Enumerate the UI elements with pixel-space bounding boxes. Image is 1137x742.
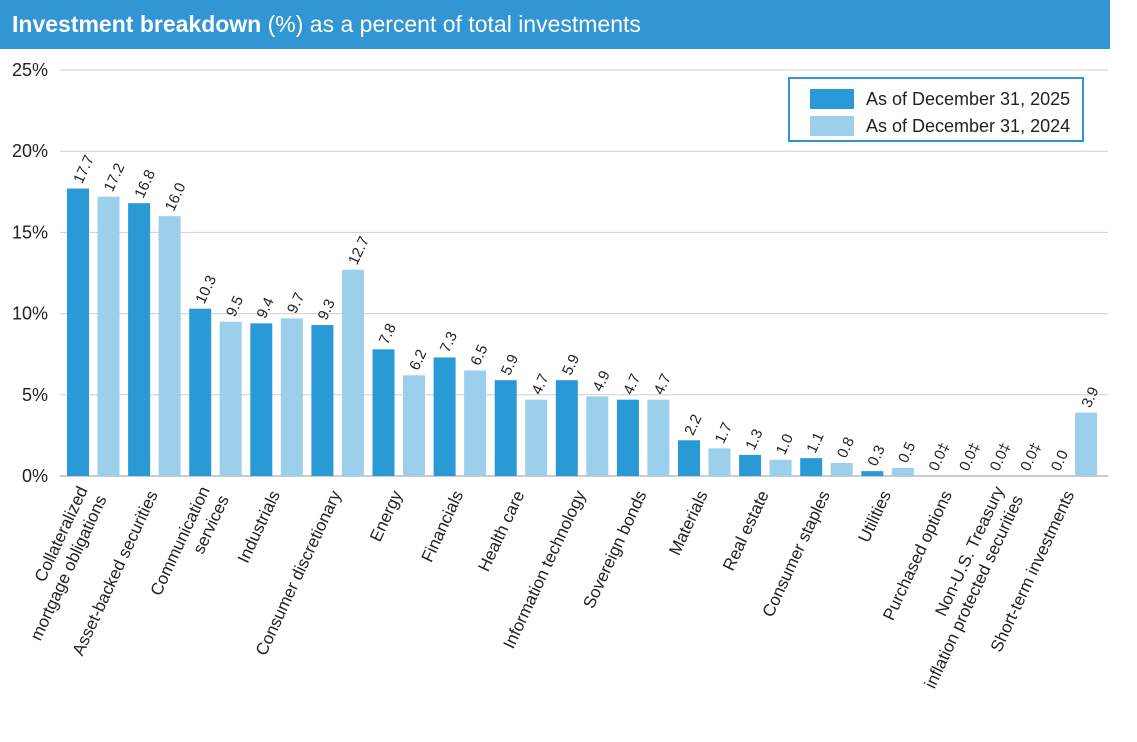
data-label: 1.7 [712, 420, 736, 446]
data-label: 1.1 [803, 430, 827, 456]
bar-2025 [494, 380, 517, 476]
y-tick-label: 0% [22, 466, 48, 486]
legend-swatch-2024 [810, 116, 854, 136]
category-label: Communicationservices [147, 483, 233, 607]
data-label: 4.7 [620, 371, 644, 397]
data-label: 0.0‡ [1017, 440, 1045, 474]
category-label: Industrials [234, 488, 284, 566]
y-tick-label: 25% [12, 60, 48, 80]
bar-2025 [800, 458, 823, 476]
bar-2024 [586, 396, 609, 476]
category-label: Consumer staples [759, 488, 834, 620]
chart-title-bold: Investment breakdown [12, 11, 262, 37]
bar-2024 [464, 370, 487, 476]
bar-2025 [616, 399, 639, 476]
data-label: 9.7 [284, 290, 308, 316]
legend-swatch-2025 [810, 89, 854, 109]
data-label: 16.8 [131, 167, 159, 201]
bar-2024 [341, 269, 364, 476]
bar-2025 [372, 349, 395, 476]
category-label: Financials [418, 488, 468, 565]
data-label: 5.9 [559, 352, 583, 378]
bar-2024 [97, 196, 120, 476]
data-label: 12.7 [345, 234, 373, 268]
bar-2025 [189, 308, 212, 476]
chart-legend: As of December 31, 2025 As of December 3… [788, 77, 1084, 142]
bar-2025 [250, 323, 273, 476]
category-label: Health care [474, 488, 528, 575]
bar-2025 [311, 324, 334, 476]
data-label: 1.3 [742, 426, 766, 452]
y-tick-label: 20% [12, 141, 48, 161]
chart-title-rest: (%) as a percent of total investments [261, 11, 641, 37]
data-label: 9.3 [315, 297, 339, 323]
bar-2025 [678, 440, 700, 476]
data-label: 5.9 [498, 352, 522, 378]
data-label: 17.7 [70, 153, 98, 187]
y-tick-label: 15% [12, 222, 48, 242]
legend-label-2024: As of December 31, 2024 [866, 115, 1071, 136]
data-label: 4.7 [651, 371, 675, 397]
bar-2024 [525, 399, 548, 476]
data-label: 7.8 [376, 321, 400, 347]
bar-2025 [433, 357, 456, 476]
legend-label-2025: As of December 31, 2025 [866, 88, 1071, 109]
category-label: Materials [665, 488, 711, 559]
bar-2025 [67, 188, 89, 476]
data-label: 0.3 [865, 443, 889, 469]
data-label: 4.7 [528, 371, 552, 397]
bar-2025 [861, 471, 884, 476]
bar-2024 [280, 318, 303, 476]
category-label: Energy [366, 487, 406, 544]
bar-2025 [128, 203, 151, 476]
data-label: 16.0 [162, 180, 190, 214]
data-label: 0.0‡ [956, 440, 984, 474]
data-label: 2.2 [681, 412, 705, 438]
bar-2024 [769, 459, 792, 476]
data-label: 0.8 [834, 435, 858, 461]
data-label: 0.0‡ [926, 440, 954, 474]
data-label: 0.0 [1048, 448, 1072, 474]
data-label: 6.5 [467, 342, 491, 368]
data-label: 1.0 [773, 431, 797, 457]
bar-2024 [1075, 412, 1098, 476]
data-label: 0.0‡ [987, 440, 1015, 474]
bar-2024 [647, 399, 670, 476]
data-label: 4.9 [590, 368, 614, 394]
chart-title-bar: Investment breakdown (%) as a percent of… [0, 0, 1110, 49]
bar-2024 [891, 467, 914, 476]
y-tick-label: 10% [12, 304, 48, 324]
data-label: 10.3 [192, 273, 220, 307]
bar-2024 [708, 448, 731, 476]
data-label: 17.2 [101, 161, 129, 195]
data-label: 3.9 [1078, 384, 1102, 410]
data-label: 7.3 [437, 329, 461, 355]
bar-2025 [555, 380, 578, 476]
legend-item-2024: As of December 31, 2024 [810, 115, 1070, 137]
legend-item-2025: As of December 31, 2025 [810, 88, 1070, 110]
category-label: Real estate [719, 488, 773, 574]
y-tick-label: 5% [22, 385, 48, 405]
data-label: 9.5 [223, 293, 247, 319]
bar-2024 [219, 321, 242, 476]
bar-2024 [158, 216, 181, 476]
bar-2024 [830, 463, 853, 476]
bar-2025 [739, 454, 762, 476]
data-label: 0.5 [895, 439, 919, 465]
category-label: Utilities [855, 488, 895, 546]
data-label: 9.4 [254, 295, 278, 321]
category-label: Non-U.S. Treasuryinflation protected sec… [902, 483, 1028, 691]
bar-2024 [403, 375, 425, 476]
data-label: 6.2 [406, 347, 430, 373]
category-label: Sovereign bonds [579, 488, 650, 612]
